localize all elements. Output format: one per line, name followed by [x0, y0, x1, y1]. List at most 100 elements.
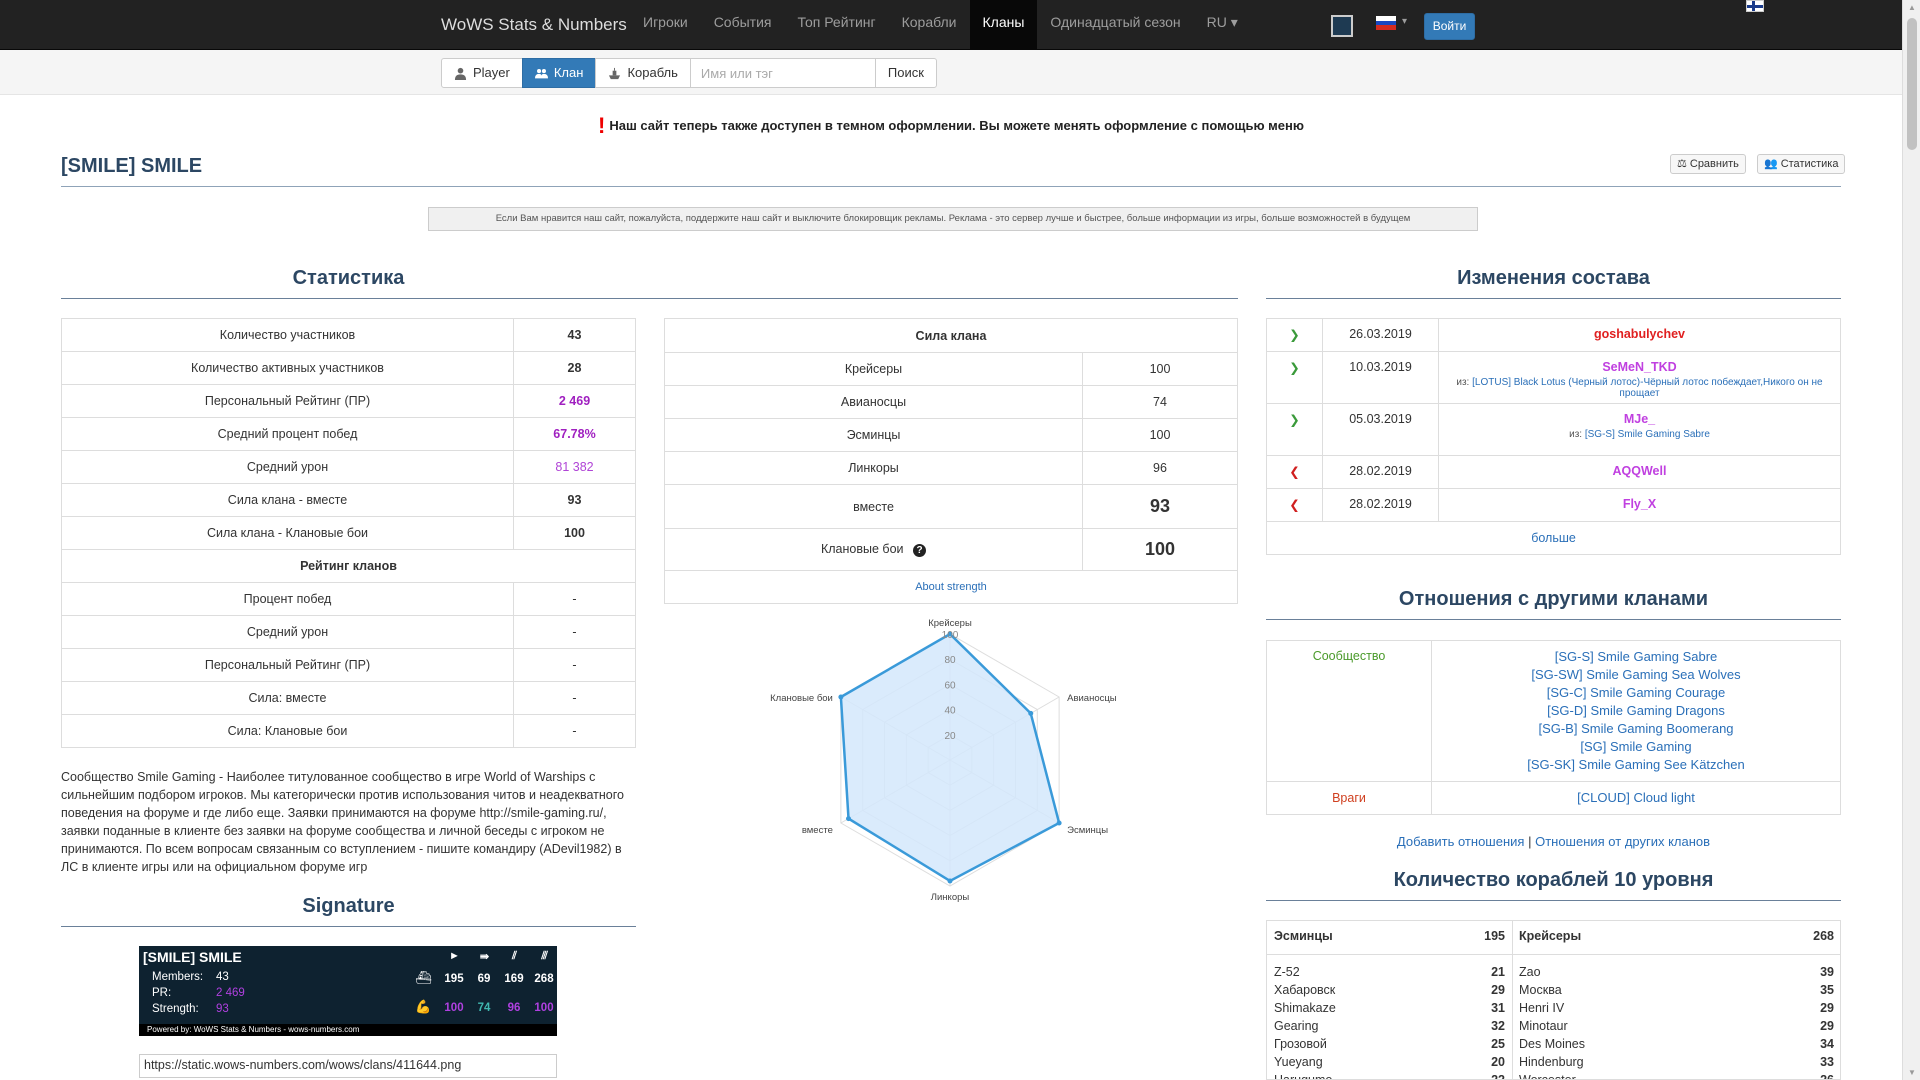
carrier-class-icon: ⫻ [541, 950, 548, 962]
community-clan-link[interactable]: [SG] Smile Gaming [1580, 739, 1692, 754]
nav-item-ships[interactable]: Корабли [901, 14, 957, 30]
community-clan-link[interactable]: [SG-SW] Smile Gaming Sea Wolves [1531, 667, 1741, 682]
ship-icon [609, 67, 621, 79]
enemy-clan-link[interactable]: [CLOUD] Cloud light [1577, 790, 1695, 805]
ship-count: 31 [1491, 1001, 1505, 1015]
stat-value: 2 469 [513, 384, 636, 418]
radar-tick-label: 80 [944, 655, 956, 666]
ships-title: Количество кораблей 10 уровня [1393, 869, 1714, 891]
sig-info: Members: 43 PR: 2 469 Strength: 93 [152, 969, 245, 1017]
ship-name[interactable]: Z-52 [1274, 965, 1300, 979]
search-type-ship-button[interactable]: Корабль [595, 58, 691, 88]
notice-text: Наш сайт теперь также доступен в темном … [609, 118, 1304, 133]
search-input[interactable] [689, 58, 876, 88]
roster-player-link[interactable]: SeMeN_TKD [1602, 360, 1677, 374]
add-relations-link[interactable]: Добавить отношения [1396, 834, 1525, 849]
roster-player-link[interactable]: Fly_X [1622, 497, 1657, 511]
roster-row: ❮ 28.02.2019 Fly_X [1266, 488, 1841, 522]
nav-item-top-rating[interactable]: Топ Рейтинг [797, 14, 876, 30]
sig-strength: 100 [534, 1002, 554, 1014]
roster-date: 28.02.2019 [1322, 488, 1439, 522]
ship-name[interactable]: Hindenburg [1519, 1055, 1584, 1069]
scroll-down-icon[interactable]: ▼ [1908, 1068, 1916, 1077]
signature-url-field[interactable]: https://static.wows-numbers.com/wows/cla… [139, 1054, 557, 1078]
ship-count: 32 [1491, 1019, 1505, 1033]
theme-toggle[interactable] [1331, 15, 1353, 37]
stat-row: Персональный Рейтинг (ПР) 2 469 [61, 384, 636, 418]
relations-divider [1266, 619, 1841, 620]
relations-actions: Добавить отношения | Отношения от других… [1266, 834, 1841, 849]
sig-count: 195 [444, 973, 464, 985]
relations-from-others-link[interactable]: Отношения от других кланов [1535, 834, 1711, 849]
community-clan-link[interactable]: [SG-SK] Smile Gaming See Kätzchen [1527, 757, 1745, 772]
ship-name[interactable]: Gearing [1274, 1019, 1319, 1033]
destroyers-column: Эсминцы 195 Z-52 21 Хабаровск 29 Shimakaze 31 G… [1267, 921, 1512, 1080]
ship-name[interactable]: Zao [1519, 965, 1541, 979]
ship-name[interactable]: Грозовой [1274, 1037, 1327, 1051]
community-clan-link[interactable]: [SG-S] Smile Gaming Sabre [1554, 649, 1718, 664]
about-strength-link[interactable]: About strength [915, 581, 987, 593]
page-scrollbar[interactable]: ▲ ▼ [1902, 0, 1920, 1080]
ship-name[interactable]: Harugumo [1274, 1073, 1333, 1080]
roster-player-link[interactable]: goshabulychev [1594, 327, 1685, 341]
nav-item-season[interactable]: Одинадцатый сезон [1050, 14, 1181, 30]
stat-value: 28 [513, 351, 636, 385]
radar-tick-label: 100 [942, 630, 959, 641]
ship-name[interactable]: Des Moines [1519, 1037, 1585, 1051]
ship-name[interactable]: Shimakaze [1274, 1001, 1336, 1015]
ship-name[interactable]: Москва [1519, 983, 1562, 997]
statistics-button[interactable]: 👥 Статистика [1757, 154, 1846, 174]
users-icon: 👥 [1764, 158, 1778, 170]
community-clan-link[interactable]: [SG-C] Smile Gaming Courage [1546, 685, 1726, 700]
strength-cw-label: Клановые бои [820, 542, 904, 556]
ship-name[interactable]: Worcester [1519, 1073, 1576, 1080]
nav-item-region[interactable]: RU ▾ [1206, 14, 1238, 30]
roster-player-link[interactable]: AQQWell [1612, 464, 1667, 478]
roster-from-clan-link[interactable]: [LOTUS] Black Lotus (Черный лотос)-Чёрны… [1472, 377, 1823, 399]
roster-from-clan-link[interactable]: [SG-S] Smile Gaming Sabre [1584, 429, 1710, 440]
header-divider [61, 186, 1841, 187]
scroll-up-icon[interactable]: ▲ [1908, 3, 1916, 12]
login-button[interactable]: Войти [1424, 13, 1475, 40]
ship-name[interactable]: Хабаровск [1274, 983, 1336, 997]
top-navbar: WoWS Stats & Numbers Игроки События Топ … [0, 0, 1902, 50]
community-clan-link[interactable]: [SG-D] Smile Gaming Dragons [1547, 703, 1725, 718]
roster-player-link[interactable]: MJe_ [1623, 412, 1656, 426]
rating-label: Средний урон [61, 615, 514, 649]
ship-count: 21 [1491, 965, 1505, 979]
sig-pr-label: PR: [152, 987, 172, 999]
community-clan-link[interactable]: [SG-B] Smile Gaming Boomerang [1538, 721, 1734, 736]
page-title: [SMILE] SMILE [61, 155, 203, 177]
joined-arrow-icon: ❯ [1289, 361, 1300, 375]
brand-logo[interactable]: WoWS Stats & Numbers [441, 15, 627, 34]
search-submit-button[interactable]: Поиск [874, 58, 937, 88]
strength-label: Эсминцы [664, 418, 1083, 452]
ship-name[interactable]: Henri IV [1519, 1001, 1565, 1015]
rating-label: Процент побед [61, 582, 514, 616]
strength-together-value: 93 [1082, 484, 1238, 529]
language-flag-icon[interactable] [1376, 16, 1396, 31]
search-type-player-button[interactable]: Player [441, 58, 523, 88]
ship-count: 35 [1820, 983, 1834, 997]
nav-item-players[interactable]: Игроки [643, 14, 688, 30]
sig-strength-value: 93 [216, 1003, 229, 1015]
search-type-clan-button[interactable]: Клан [521, 58, 597, 88]
nav-item-events[interactable]: События [713, 14, 772, 30]
help-icon[interactable]: ? [913, 544, 926, 557]
finland-flag-icon[interactable] [1746, 0, 1764, 12]
compare-button[interactable]: ⚖ Сравнить [1670, 154, 1746, 174]
language-caret-icon[interactable]: ▾ [1402, 16, 1408, 27]
scroll-thumb[interactable] [1907, 18, 1917, 150]
ship-count: 29 [1491, 983, 1505, 997]
stat-row: Средний процент побед 67.78% [61, 417, 636, 451]
ship-name[interactable]: Minotaur [1519, 1019, 1568, 1033]
nav-item-clans[interactable]: Кланы [969, 0, 1038, 50]
radar-point [947, 878, 953, 884]
rating-label: Сила: вместе [61, 681, 514, 715]
sig-count: 69 [477, 973, 491, 985]
cruisers-column: Крейсеры 268 Zao 39 Москва 35 Henri IV 29 Minot… [1512, 921, 1840, 1080]
battleship-class-icon: ⫽ [512, 950, 517, 962]
roster-more-link[interactable]: больше [1531, 531, 1576, 545]
ship-name[interactable]: Yueyang [1274, 1055, 1323, 1069]
ship-class-total: 268 [1813, 929, 1834, 943]
